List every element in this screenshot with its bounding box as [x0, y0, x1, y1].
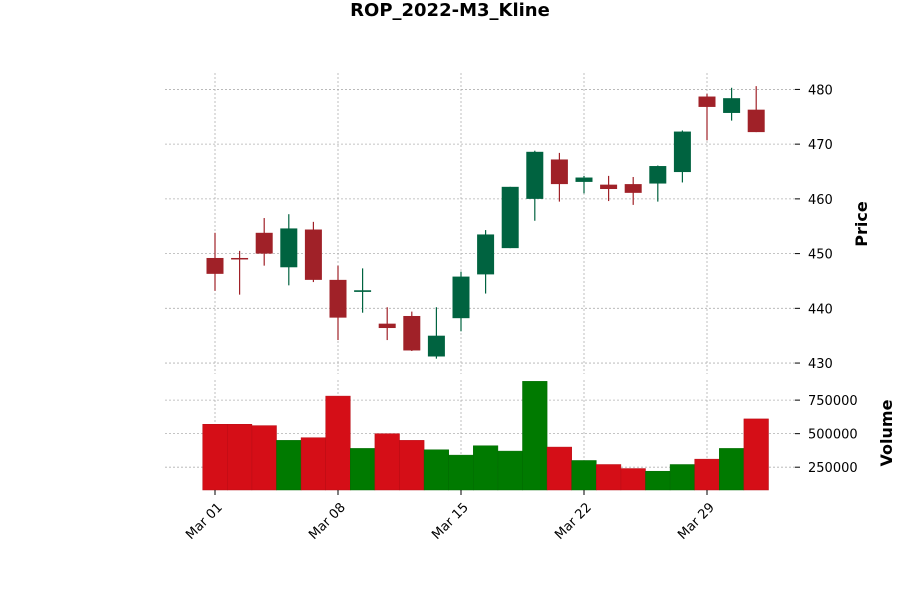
candle-body — [329, 279, 347, 318]
candle-body — [501, 186, 519, 249]
volume-bar — [325, 395, 351, 491]
volume-bar — [300, 437, 326, 491]
candle-body — [280, 228, 298, 268]
volume-bar — [596, 464, 622, 491]
volume-bar — [522, 381, 548, 491]
volume-bar — [497, 450, 523, 491]
volume-bar — [719, 448, 745, 491]
volume-bar — [251, 425, 277, 491]
volume-bar — [227, 424, 253, 491]
volume-tick-label: 500000 — [808, 428, 858, 443]
candle-body — [575, 177, 593, 182]
volume-bar — [571, 460, 597, 491]
volume-bar — [202, 424, 228, 491]
date-tick-label: Mar 08 — [306, 500, 349, 543]
candles — [206, 86, 765, 359]
volume-bar — [276, 440, 302, 491]
candle-body — [206, 257, 224, 274]
candle-body — [427, 335, 445, 357]
volume-bar — [645, 470, 671, 491]
date-tick-label: Mar 29 — [675, 500, 718, 543]
candle-body — [723, 98, 741, 113]
price-axis: 430 440 450 460 470 480 — [795, 83, 833, 372]
volume-tick-label: 250000 — [808, 461, 858, 476]
price-axis-label: Price — [852, 201, 871, 247]
price-grid — [165, 89, 795, 364]
volume-bar — [620, 468, 646, 491]
candle-body — [354, 290, 372, 292]
candle-body — [747, 109, 765, 133]
candle-body — [698, 96, 716, 107]
candle-body — [600, 184, 618, 190]
candle-body — [255, 232, 273, 254]
volume-bar — [743, 418, 769, 491]
date-tick-label: Mar 15 — [429, 500, 472, 543]
price-tick-label: 430 — [808, 357, 833, 372]
candle-body — [624, 184, 642, 193]
candle-body — [526, 151, 544, 199]
candle-body — [231, 257, 249, 260]
candle-body — [477, 234, 495, 275]
chart-title: ROP_2022-M3_Kline — [350, 0, 550, 21]
volume-bar — [473, 445, 499, 491]
volume-bars — [202, 381, 769, 491]
candle-body — [378, 323, 396, 329]
candle-body — [304, 229, 322, 280]
price-tick-label: 460 — [808, 193, 833, 208]
volume-bar — [423, 449, 449, 491]
date-tick-label: Mar 01 — [183, 500, 226, 543]
price-tick-label: 450 — [808, 248, 833, 263]
candle-body — [673, 131, 691, 173]
volume-bar — [350, 448, 376, 491]
price-tick-label: 440 — [808, 302, 833, 317]
volume-tick-label: 750000 — [808, 394, 858, 409]
volume-bar — [694, 458, 720, 491]
date-tick-label: Mar 22 — [552, 500, 595, 543]
volume-bar — [669, 464, 695, 491]
volume-bar — [374, 433, 400, 491]
candle-body — [403, 315, 421, 351]
volume-bar — [546, 446, 572, 491]
volume-bar — [399, 440, 425, 491]
candle-body — [452, 276, 470, 319]
date-axis: Mar 01 Mar 08 Mar 15 Mar 22 Mar 29 — [183, 490, 718, 543]
volume-bar — [448, 454, 474, 491]
volume-axis-label: Volume — [877, 399, 896, 466]
volume-axis: 250000 500000 750000 — [795, 394, 858, 476]
candle-body — [649, 166, 667, 184]
price-tick-label: 470 — [808, 138, 833, 153]
price-tick-label: 480 — [808, 83, 833, 98]
candle-body — [550, 159, 568, 185]
